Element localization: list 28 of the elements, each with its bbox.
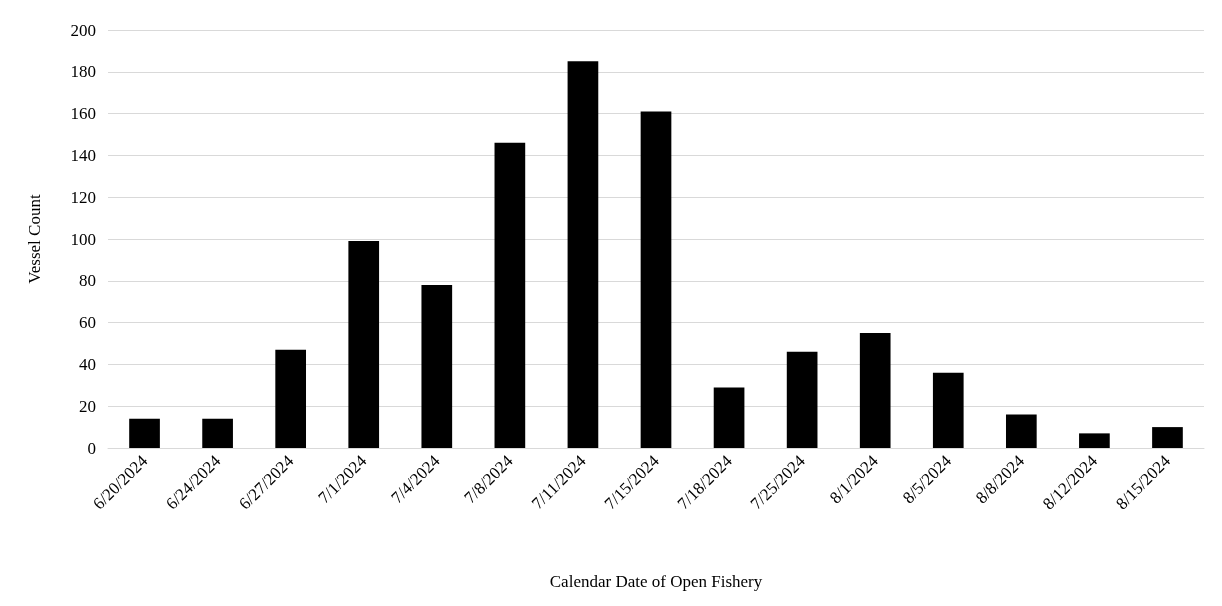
y-tick-label: 60 [79,313,96,333]
bar [567,61,599,448]
bar [1005,414,1037,448]
y-tick-label: 160 [70,104,96,124]
bar [202,418,233,448]
bar [1079,433,1110,448]
bar [494,142,526,448]
y-tick-label: 140 [70,145,96,165]
bar [275,349,307,448]
y-tick-label: 120 [70,187,96,207]
x-axis-title: Calendar Date of Open Fishery [549,572,763,591]
bar [932,372,964,448]
bar [640,111,672,448]
bar [348,241,380,448]
y-tick-label: 80 [79,271,96,291]
y-tick-label: 200 [70,20,96,40]
y-axis-title: Vessel Count [25,194,44,284]
bar [786,351,818,448]
y-tick-label: 180 [70,62,96,82]
y-tick-label: 100 [70,229,96,249]
bar [1152,427,1183,448]
bar [129,418,160,448]
bar [713,387,745,448]
bar [421,284,453,448]
bar [859,333,891,448]
y-tick-label: 20 [79,396,96,416]
y-tick-label: 40 [79,354,96,374]
y-tick-label: 0 [87,438,96,458]
